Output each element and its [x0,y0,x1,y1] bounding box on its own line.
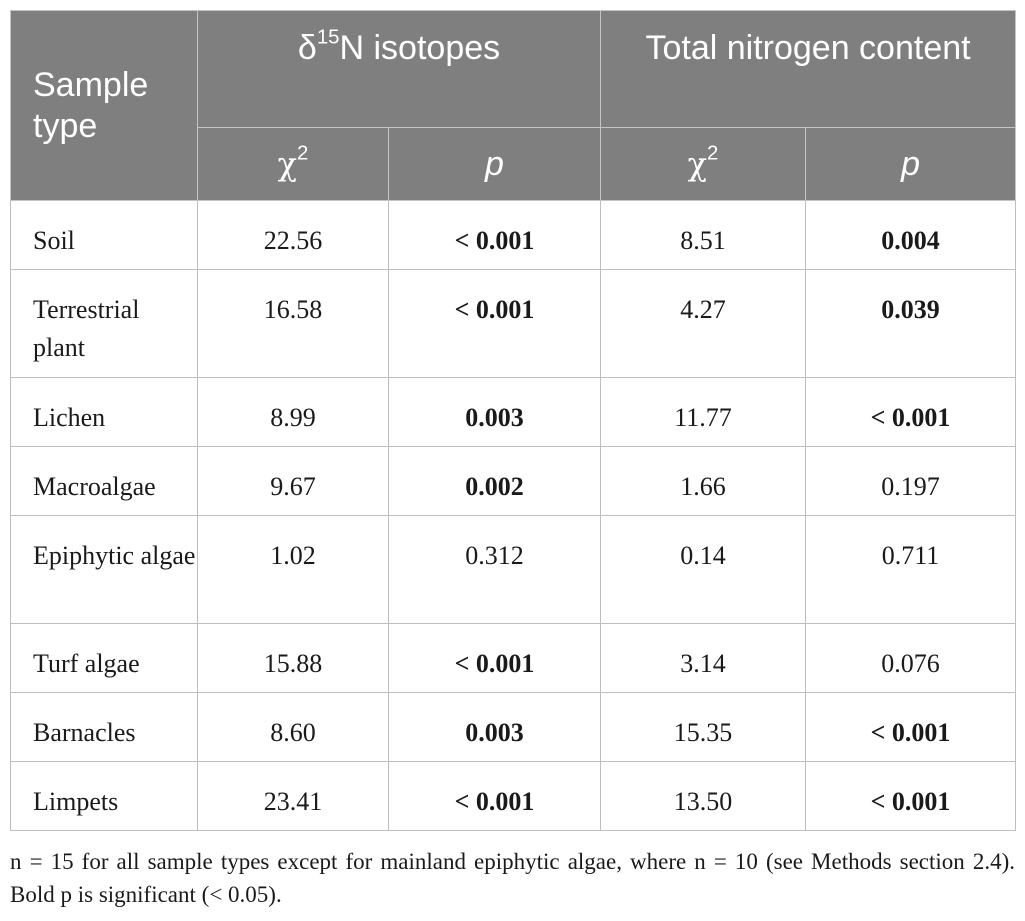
header-sample-type: Sample type [10,10,198,201]
cell-p-isotopes: < 0.001 [387,269,602,378]
cell-p-nitrogen: < 0.001 [805,377,1017,447]
cell-chi-isotopes: 15.88 [197,623,389,693]
chi-symbol: χ [687,144,708,183]
cell-chi-nitrogen: 1.66 [600,446,807,516]
isotope-label: N isotopes [339,29,501,67]
chi-superscript: 2 [707,142,719,165]
cell-p-nitrogen: < 0.001 [805,692,1017,762]
chi-symbol: χ [277,144,298,183]
cell-chi-nitrogen: 3.14 [600,623,807,693]
cell-p-isotopes: < 0.001 [387,200,602,270]
isotope-superscript: 15 [316,26,340,49]
table-row: Epiphytic algae 1.02 0.312 0.14 0.711 [10,515,1017,624]
row-sample-name: Turf algae [10,623,198,693]
cell-p-isotopes: < 0.001 [387,761,602,831]
row-sample-name: Terrestrial plant [10,269,198,378]
cell-chi-nitrogen: 11.77 [600,377,807,447]
row-sample-name: Limpets [10,761,198,831]
table-header: Sample type δ15N isotopes Total nitrogen… [10,10,1017,201]
header-total-nitrogen: Total nitrogen content [600,10,1017,128]
cell-p-nitrogen: 0.004 [805,200,1017,270]
row-sample-name: Lichen [10,377,198,447]
delta-symbol: δ [297,29,317,67]
cell-p-isotopes: 0.003 [387,692,602,762]
table-row: Barnacles 8.60 0.003 15.35 < 0.001 [10,692,1017,762]
cell-chi-isotopes: 23.41 [197,761,389,831]
row-sample-name: Barnacles [10,692,198,762]
cell-p-isotopes: 0.312 [387,515,602,624]
p-label: p [901,144,920,183]
row-sample-name: Epiphytic algae [10,515,198,624]
table-footnote: n = 15 for all sample types except for m… [10,849,1015,907]
header-p-nitrogen: p [805,127,1017,201]
header-chi-squared-nitrogen: χ2 [600,127,807,201]
header-p-isotopes: p [387,127,602,201]
header-delta15n-isotopes: δ15N isotopes [196,10,602,128]
row-sample-name: Macroalgae [10,446,198,516]
cell-chi-isotopes: 8.99 [197,377,389,447]
cell-chi-nitrogen: 0.14 [600,515,807,624]
table-row: Terrestrial plant 16.58 < 0.001 4.27 0.0… [10,269,1017,378]
cell-p-nitrogen: 0.711 [805,515,1017,624]
cell-chi-nitrogen: 15.35 [600,692,807,762]
table-row: Soil 22.56 < 0.001 8.51 0.004 [10,200,1017,270]
cell-p-nitrogen: 0.076 [805,623,1017,693]
cell-chi-isotopes: 16.58 [197,269,389,378]
table-row: Turf algae 15.88 < 0.001 3.14 0.076 [10,623,1017,693]
cell-p-nitrogen: 0.197 [805,446,1017,516]
header-chi-squared-isotopes: χ2 [197,127,389,201]
table-row: Macroalgae 9.67 0.002 1.66 0.197 [10,446,1017,516]
cell-chi-nitrogen: 8.51 [600,200,807,270]
results-table: Sample type δ15N isotopes Total nitrogen… [10,10,1017,831]
cell-p-isotopes: 0.003 [387,377,602,447]
row-sample-name: Soil [10,200,198,270]
cell-p-isotopes: < 0.001 [387,623,602,693]
cell-p-isotopes: 0.002 [387,446,602,516]
cell-chi-isotopes: 1.02 [197,515,389,624]
cell-p-nitrogen: < 0.001 [805,761,1017,831]
p-label: p [485,144,504,183]
cell-chi-nitrogen: 4.27 [600,269,807,378]
cell-chi-isotopes: 8.60 [197,692,389,762]
cell-p-nitrogen: 0.039 [805,269,1017,378]
chi-superscript: 2 [297,142,309,165]
cell-chi-isotopes: 9.67 [197,446,389,516]
cell-chi-isotopes: 22.56 [197,200,389,270]
table-body: Soil 22.56 < 0.001 8.51 0.004 Terrestria… [10,200,1017,831]
cell-chi-nitrogen: 13.50 [600,761,807,831]
table-row: Limpets 23.41 < 0.001 13.50 < 0.001 [10,761,1017,831]
table-row: Lichen 8.99 0.003 11.77 < 0.001 [10,377,1017,447]
